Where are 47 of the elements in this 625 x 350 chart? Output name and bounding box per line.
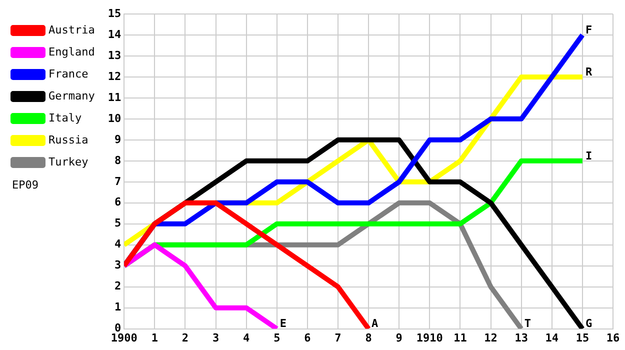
y-tick-label: 1 xyxy=(114,300,122,314)
annotation: F xyxy=(585,23,592,36)
legend-label: France xyxy=(48,67,88,80)
y-tick-label: 6 xyxy=(114,196,122,209)
annotation: R xyxy=(585,65,592,78)
x-tick-label: 14 xyxy=(545,331,559,344)
x-tick-label: 4 xyxy=(243,331,250,344)
x-tick-label: 1 xyxy=(151,331,158,344)
y-tick-label: 7 xyxy=(114,174,122,188)
annotation: I xyxy=(585,149,592,162)
legend-label: Turkey xyxy=(48,155,89,168)
x-tick-label: 15 xyxy=(576,331,590,344)
legend-label: Russia xyxy=(48,133,88,146)
y-tick-label: 15 xyxy=(108,6,122,20)
x-tick-label: 11 xyxy=(454,331,468,344)
legend-label: England xyxy=(48,45,95,58)
y-tick-label: 4 xyxy=(114,238,122,251)
x-tick-label: 5 xyxy=(274,331,280,344)
y-tick-label: 5 xyxy=(114,216,122,230)
x-tick-label: 12 xyxy=(484,331,498,344)
y-tick-label: 8 xyxy=(114,154,122,167)
x-tick-label: 1900 xyxy=(110,331,138,344)
x-tick-label: 6 xyxy=(304,331,312,344)
x-tick-label: 8 xyxy=(365,331,372,344)
annotation: G xyxy=(585,317,592,330)
x-tick-label: 3 xyxy=(212,331,220,344)
x-tick-label: 1910 xyxy=(416,331,443,344)
x-tick-label: 16 xyxy=(606,331,620,344)
annotation: E xyxy=(280,317,287,330)
y-tick-label: 3 xyxy=(114,258,122,272)
y-tick-label: 12 xyxy=(108,70,122,83)
legend-label: Germany xyxy=(48,89,96,102)
y-tick-label: 2 xyxy=(114,280,122,293)
x-tick-label: 13 xyxy=(514,331,528,344)
x-tick-label: 9 xyxy=(396,331,402,344)
legend-label: Austria xyxy=(48,23,95,36)
x-tick-label: 2 xyxy=(182,331,189,344)
y-tick-label: 13 xyxy=(108,48,122,62)
legend-label: Italy xyxy=(48,111,82,124)
x-tick-label: 7 xyxy=(334,331,342,344)
annotation: A xyxy=(372,317,379,330)
annotation: T xyxy=(524,317,532,330)
y-tick-label: 9 xyxy=(114,132,122,146)
y-tick-label: 10 xyxy=(108,112,122,125)
y-tick-label: 11 xyxy=(108,90,122,104)
y-tick-label: 14 xyxy=(108,28,122,41)
text: EP09 xyxy=(12,178,38,192)
